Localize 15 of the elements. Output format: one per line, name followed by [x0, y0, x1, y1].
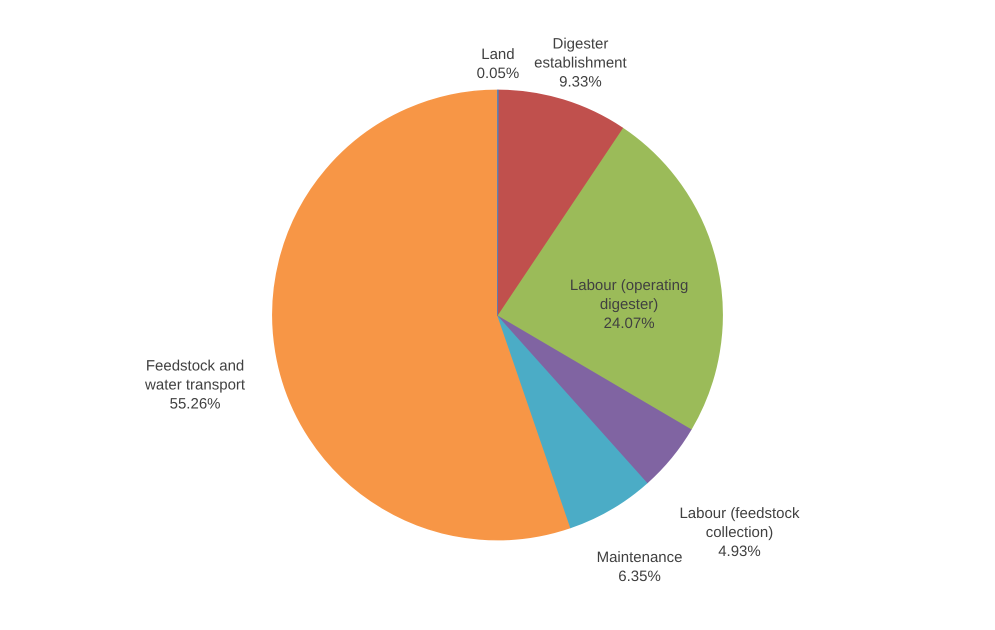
- data-label: 9.33%: [559, 73, 602, 90]
- data-label: 24.07%: [604, 314, 655, 332]
- pie-slice: [497, 128, 723, 430]
- slice-label: Labour (operating digester): [570, 276, 688, 313]
- data-label: 55.26%: [170, 395, 220, 412]
- slice-label: Digester establishment: [534, 35, 628, 72]
- data-label: 6.35%: [618, 568, 661, 586]
- slice-label: Maintenance: [596, 549, 682, 566]
- slice-label: Labour (feedstock collection): [679, 505, 800, 542]
- data-label: 4.93%: [718, 543, 761, 560]
- slice-label: Feedstock and water transport: [144, 357, 246, 394]
- slice-label: Land: [481, 46, 515, 63]
- data-label: 0.05%: [476, 64, 520, 82]
- pie-slice: [497, 314, 692, 484]
- pie-slice: [272, 90, 571, 540]
